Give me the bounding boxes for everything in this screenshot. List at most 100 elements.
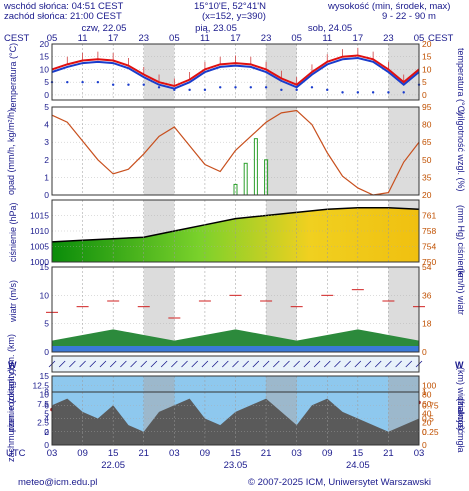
y-tick-label: 10 — [40, 64, 50, 74]
y-tick-label-right: 100 — [422, 380, 436, 390]
y-tick-label-right: 0 — [422, 427, 427, 437]
wind-base-band — [52, 346, 419, 352]
temp-max-line — [51, 54, 420, 88]
hour-top-label: 17 — [230, 33, 241, 44]
y-tick-label-right: 80 — [422, 390, 432, 400]
dewpoint-point — [326, 88, 329, 92]
hour-bottom-label: 03 — [169, 448, 180, 459]
wind-arrow-icon — [171, 360, 178, 368]
y-tick-label: 15 — [40, 262, 50, 272]
hour-bottom-label: 09 — [322, 448, 333, 459]
y-tick-label-right: 65 — [422, 137, 432, 147]
y-tick-label-right: 80 — [422, 120, 432, 130]
elevation-value: 9 - 22 - 90 m — [382, 11, 436, 22]
footer-email[interactable]: meteo@icm.edu.pl — [18, 477, 98, 488]
dewpoint-point — [127, 83, 130, 86]
y-tick-label-right: 35 — [422, 172, 432, 182]
wind-arrow-icon — [313, 360, 321, 368]
hour-bottom-label: 15 — [353, 448, 364, 459]
wind-arrow-icon — [69, 360, 76, 368]
panel-frame — [51, 106, 420, 196]
y-tick-label: 5 — [44, 408, 49, 418]
night-shade — [266, 107, 297, 195]
hour-bottom-label: 15 — [230, 448, 241, 459]
y-tick-label: 0 — [44, 347, 49, 357]
pressure-line — [51, 207, 420, 243]
y-tick-label: 15 — [40, 371, 50, 381]
hour-top-label: 23 — [383, 33, 394, 44]
y-tick-label: 2 — [44, 427, 49, 437]
y-tick-label-right: 20 — [422, 39, 432, 49]
wind-arrow-icon — [303, 360, 311, 368]
tz-left: CEST — [4, 33, 30, 44]
wind-arrow-icon — [242, 360, 249, 368]
y-tick-label-right: 5 — [422, 77, 427, 87]
y-tick-label-right: 0 — [422, 90, 427, 100]
y-tick-label: 12.5 — [32, 380, 49, 390]
pressure-right-label: (mm Hg) ciśnienie — [456, 205, 466, 278]
temp-right-label: temperatura (°C) — [456, 48, 466, 116]
precip-bar — [243, 162, 248, 196]
y-tick-label-right: 15 — [422, 52, 432, 62]
cloud-cover-chart: 0 02 0.254 0.56 0.758 1 — [44, 387, 439, 450]
wind-left-label: wiatr (m/s) — [8, 280, 18, 322]
sunset-text: zachód słońca: 21:00 CEST — [4, 11, 122, 22]
wind-arrow-icon — [150, 360, 158, 368]
y-tick-label-right: 0.75 — [422, 400, 439, 410]
y-tick-label: 3 — [44, 137, 49, 147]
precip-bar — [233, 183, 238, 196]
day-bottom-label: 22.05 — [101, 460, 125, 471]
y-tick-label: 1 — [44, 172, 49, 182]
wind-arrow-icon — [89, 360, 97, 368]
humidity-right-label: wilgotność wzgl. (%) — [456, 110, 466, 192]
panel-frame — [51, 391, 420, 446]
panel-frame — [51, 355, 420, 373]
y-tick-label: 1000 — [30, 257, 49, 267]
y-tick-label: 5 — [44, 102, 49, 112]
y-tick-label: 10 — [40, 290, 50, 300]
elevation-label: wysokość (min, środek, max) — [328, 1, 451, 12]
y-tick-label: 5 — [44, 319, 49, 329]
dewpoint-point — [173, 88, 176, 92]
day-label-2: pią, 23.05 — [195, 23, 237, 34]
hour-top-label: 05 — [291, 33, 302, 44]
y-tick-label-right: 95 — [422, 102, 432, 112]
hour-bottom-label: 03 — [47, 448, 58, 459]
wind-arrow-icon — [293, 360, 300, 368]
hour-top-label: 05 — [47, 33, 58, 44]
wind-arrow-icon — [385, 360, 392, 368]
y-tick-label: 0 — [44, 427, 49, 437]
y-tick-label: 1010 — [30, 226, 49, 236]
hour-top-label: 23 — [138, 33, 149, 44]
meteogram-chart: czw, 22.05 pią, 23.05 sob, 24.05 CEST CE… — [4, 23, 454, 471]
hour-top-label: 11 — [200, 33, 210, 44]
panel-frame — [51, 266, 420, 353]
dewpoint-point — [295, 88, 298, 92]
wind-arrow-icon — [140, 360, 148, 368]
y-tick-label-right: 20 — [422, 190, 432, 200]
dewpoint-point — [96, 80, 100, 84]
wind-right-label: (km/h) wiatr — [456, 268, 466, 315]
precip-humidity-panel: 0 20 1 35 2 50 3 65 4 80 5 95 — [44, 102, 431, 200]
coords-text: 15°10'E, 52°41'N — [194, 1, 266, 12]
y-tick-label: 5 — [44, 77, 49, 87]
dewpoint-point — [341, 91, 344, 94]
hour-bottom-label: 09 — [200, 448, 211, 459]
y-tick-label: 20 — [40, 39, 50, 49]
wind-arrow-icon — [344, 360, 351, 368]
wind-arrow-icon — [160, 360, 168, 368]
temperature-panel: 0 0 5 5 10 10 15 15 20 20 — [40, 39, 432, 101]
day-label-1: czw, 22.05 — [82, 23, 127, 34]
y-tick-label-right: 0 — [422, 347, 427, 357]
wind-arrow-icon — [283, 360, 290, 368]
hour-bottom-label: 03 — [414, 448, 425, 459]
y-tick-label-right: 750 — [422, 257, 436, 267]
y-tick-label: 10 — [40, 390, 50, 400]
y-tick-label: 0 — [44, 90, 49, 100]
dewpoint-point — [402, 91, 405, 94]
footer-copyright: © 2007-2025 ICM, Uniwersytet Warszawski — [248, 477, 431, 488]
night-shade — [388, 107, 419, 195]
y-tick-label: 15 — [40, 52, 50, 62]
wind-arrow-icon — [323, 360, 331, 368]
wind-arrow-icon — [211, 360, 219, 368]
